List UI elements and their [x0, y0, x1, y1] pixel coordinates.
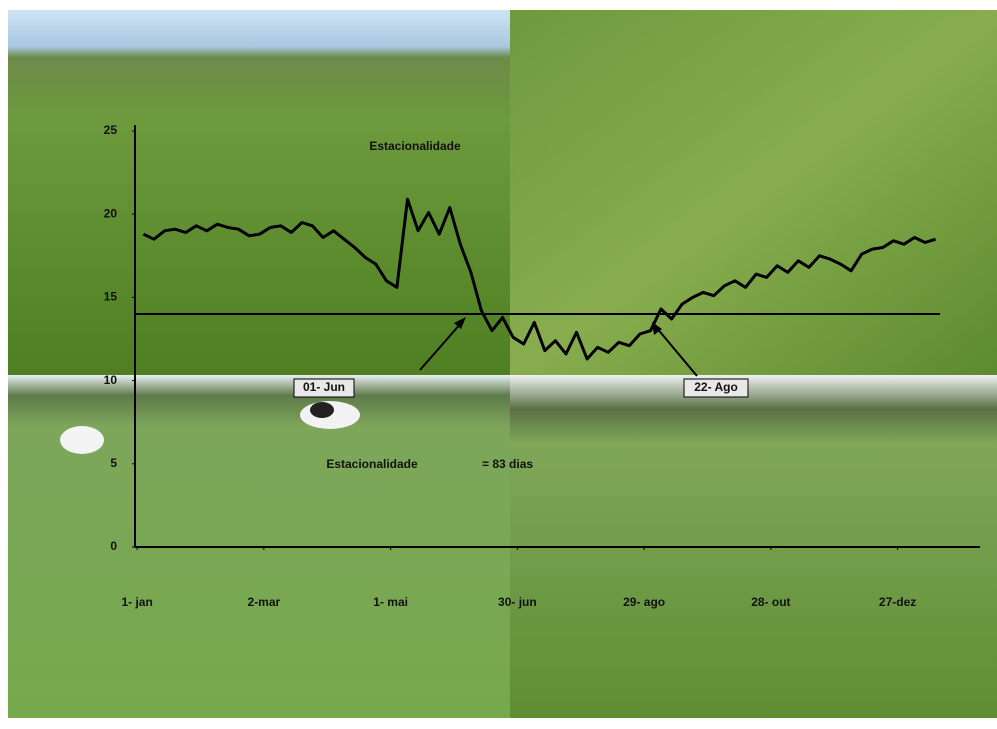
annotation: 01- Jun	[303, 380, 345, 394]
cow-icon	[60, 426, 104, 454]
x-tick-label: 1- jan	[121, 595, 152, 609]
annotation: 22- Ago	[694, 380, 738, 394]
x-tick-label: 28- out	[751, 595, 790, 609]
x-tick-label: 2-mar	[248, 595, 281, 609]
y-tick-label: 10	[104, 373, 118, 387]
chart-title: Estacionalidade	[369, 139, 461, 153]
y-tick-label: 5	[110, 456, 117, 470]
annotation: Estacionalidade	[326, 457, 418, 471]
chart: Estacionalidade 01- Jun 22- Ago Estacion…	[0, 0, 997, 729]
y-tick-label: 20	[104, 206, 118, 220]
cow-spot	[310, 402, 334, 418]
y-tick-label: 25	[104, 123, 118, 137]
y-tick-label: 0	[110, 539, 117, 553]
annotation: = 83 dias	[482, 457, 533, 471]
x-tick-label: 27-dez	[879, 595, 916, 609]
photo-top-right	[510, 10, 997, 375]
photo-top-left	[8, 10, 510, 375]
x-tick-label: 30- jun	[498, 595, 537, 609]
x-tick-label: 1- mai	[373, 595, 408, 609]
y-tick-label: 15	[104, 290, 118, 304]
x-tick-label: 29- ago	[623, 595, 665, 609]
